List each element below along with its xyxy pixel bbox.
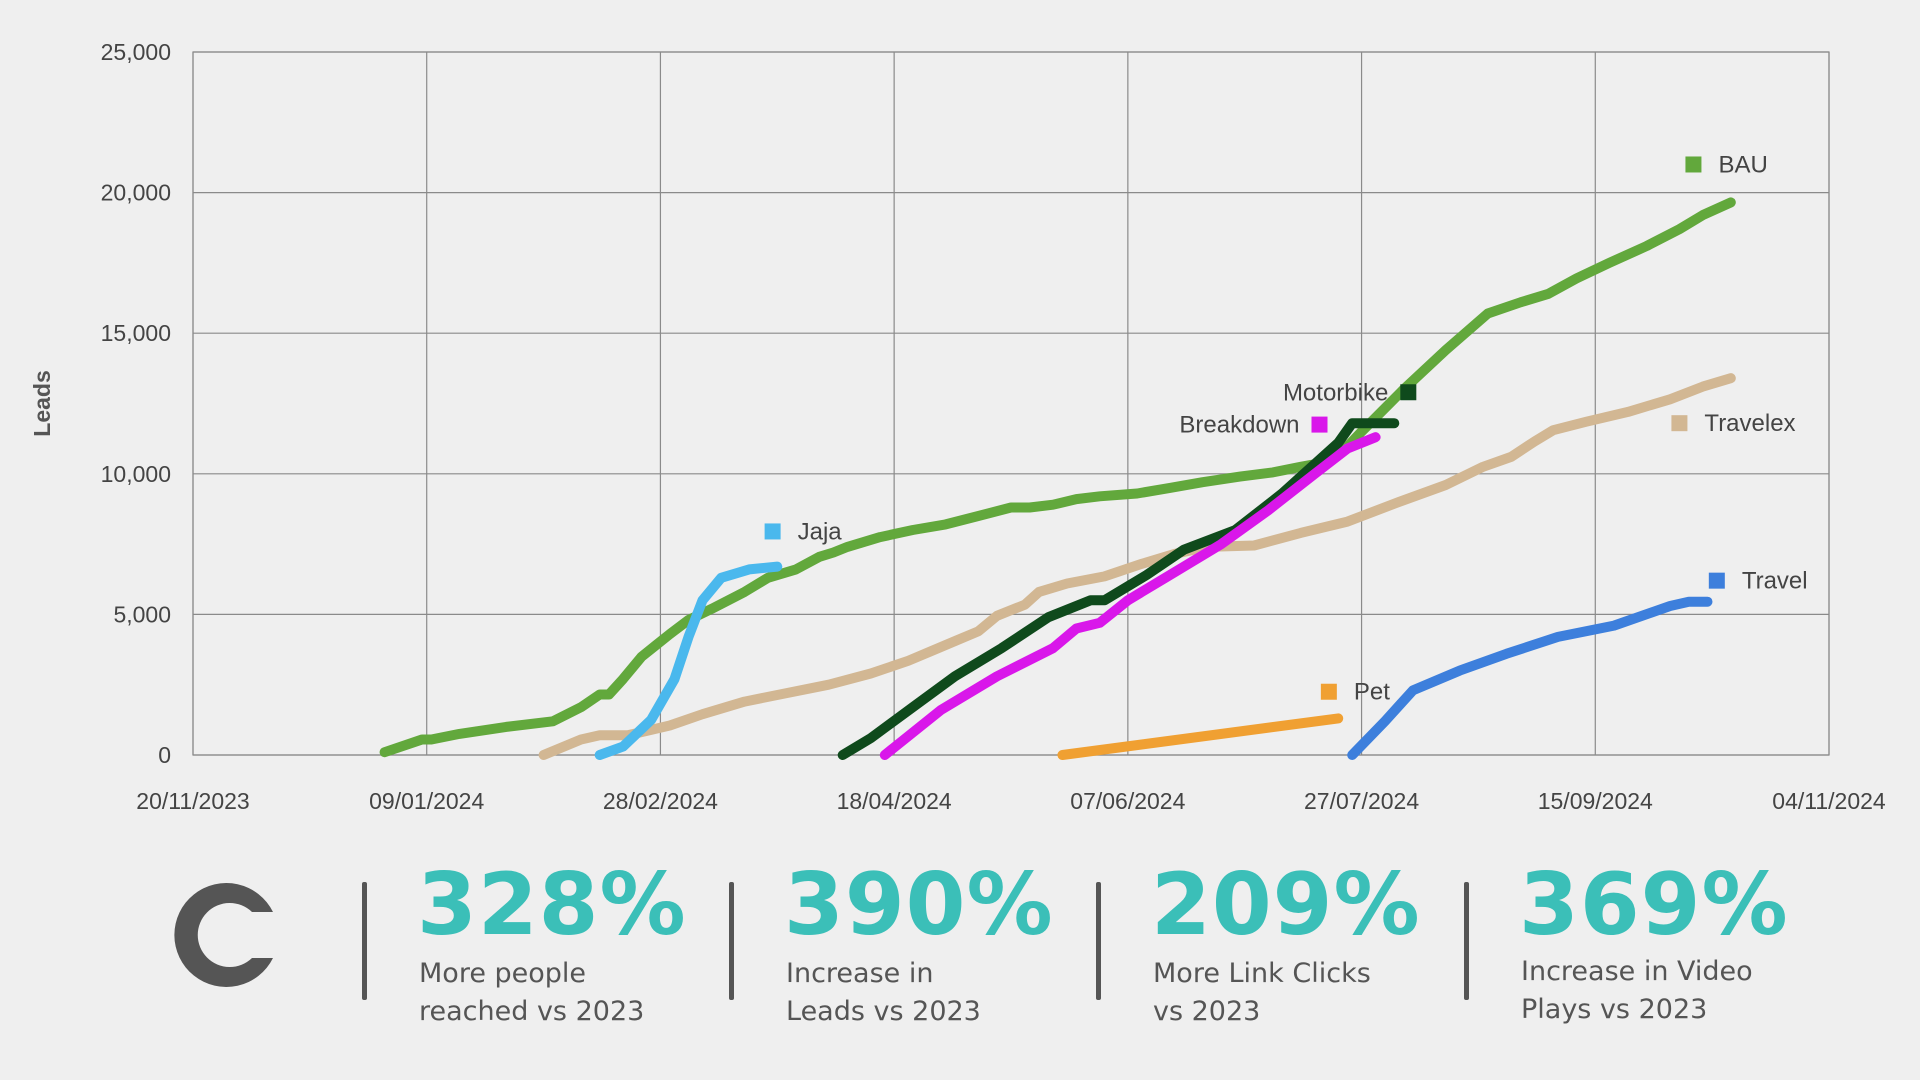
leads-chart: BAU Travelex Jaja Motorbike Breakdown Pet Trav…: [29, 39, 1886, 814]
stats-footer: 328% More people reached vs 2023 390% In…: [0, 850, 1920, 1050]
brand-logo-c: [174, 883, 273, 987]
series-marker-bau: [1685, 156, 1702, 173]
stat-description: Increase in Video Plays vs 2023: [1521, 953, 1821, 1029]
stat-divider: [362, 882, 367, 1000]
y-tick-label: 10,000: [101, 461, 171, 487]
x-tick-label: 07/06/2024: [1070, 788, 1185, 814]
plot-frame: [192, 51, 1830, 756]
stat-divider: [1464, 882, 1469, 1000]
series-label-jaja: Jaja: [798, 518, 843, 545]
stat-value: 390%: [784, 855, 1054, 955]
x-tick-label: 15/09/2024: [1538, 788, 1653, 814]
x-tick-label: 28/02/2024: [603, 788, 718, 814]
y-axis-title: Leads: [29, 370, 55, 436]
series-marker-travel: [1708, 572, 1725, 589]
series-label-travel: Travel: [1742, 568, 1808, 595]
series-line-travel: [1347, 596, 1713, 760]
x-tick-label: 09/01/2024: [369, 788, 484, 814]
y-tick-label: 15,000: [101, 320, 171, 346]
series-line-travelex: [538, 373, 1736, 760]
stat-desc-line: vs 2023: [1153, 996, 1261, 1027]
series-label-breakdown: Breakdown: [1179, 412, 1299, 439]
stat-value: 369%: [1519, 855, 1789, 955]
chart-svg: BAU Travelex Jaja Motorbike Breakdown Pet Trav…: [29, 39, 1886, 814]
stat-desc-line: Plays vs 2023: [1521, 994, 1708, 1025]
series-label-bau: BAU: [1718, 151, 1767, 178]
x-tick-label: 27/07/2024: [1304, 788, 1419, 814]
y-tick-label: 20,000: [101, 180, 171, 206]
stat-value: 209%: [1151, 855, 1421, 955]
series-marker-pet: [1320, 683, 1337, 700]
logo-c-shape: [174, 883, 273, 987]
stat-value: 328%: [417, 855, 687, 955]
stat-desc-line: Increase in: [786, 958, 934, 989]
stat-desc-line: More people: [419, 958, 587, 989]
x-tick-label: 18/04/2024: [837, 788, 952, 814]
series-labels: BAU Travelex Jaja Motorbike Breakdown Pet Trav…: [764, 151, 1808, 706]
stat-divider: [1096, 882, 1101, 1000]
y-tick-label: 0: [158, 742, 171, 768]
stat-divider: [729, 882, 734, 1000]
series-marker-breakdown: [1311, 416, 1328, 433]
grid: [192, 51, 1830, 756]
series-line-pet: [1057, 713, 1344, 760]
series-label-pet: Pet: [1354, 679, 1390, 706]
series-label-motorbike: Motorbike: [1283, 379, 1388, 406]
y-tick-label: 5,000: [113, 601, 171, 627]
series-line-jaja: [594, 561, 783, 760]
stat-description: Increase in Leads vs 2023: [786, 955, 1086, 1031]
stat-desc-line: Leads vs 2023: [786, 996, 981, 1027]
stat-description: More Link Clicks vs 2023: [1153, 955, 1453, 1031]
series-line-motorbike: [837, 418, 1400, 760]
series-marker-motorbike: [1400, 384, 1417, 401]
stat-desc-line: More Link Clicks: [1153, 958, 1371, 989]
x-tick-label: 04/11/2024: [1772, 788, 1886, 814]
x-tick-label: 20/11/2023: [136, 788, 249, 814]
stat-desc-line: Increase in Video: [1521, 956, 1753, 987]
series-line-breakdown: [879, 432, 1381, 760]
series-label-travelex: Travelex: [1704, 410, 1795, 437]
axes: 0 5,000 10,000 15,000 20,000 25,000 20/11/2023…: [29, 39, 1886, 814]
series-lines: [379, 197, 1736, 760]
stat-description: More people reached vs 2023: [419, 955, 719, 1031]
series-marker-jaja: [764, 523, 781, 540]
y-tick-label: 25,000: [101, 39, 171, 65]
series-line-bau: [379, 197, 1736, 758]
series-marker-travelex: [1671, 415, 1688, 432]
stat-desc-line: reached vs 2023: [419, 996, 645, 1027]
